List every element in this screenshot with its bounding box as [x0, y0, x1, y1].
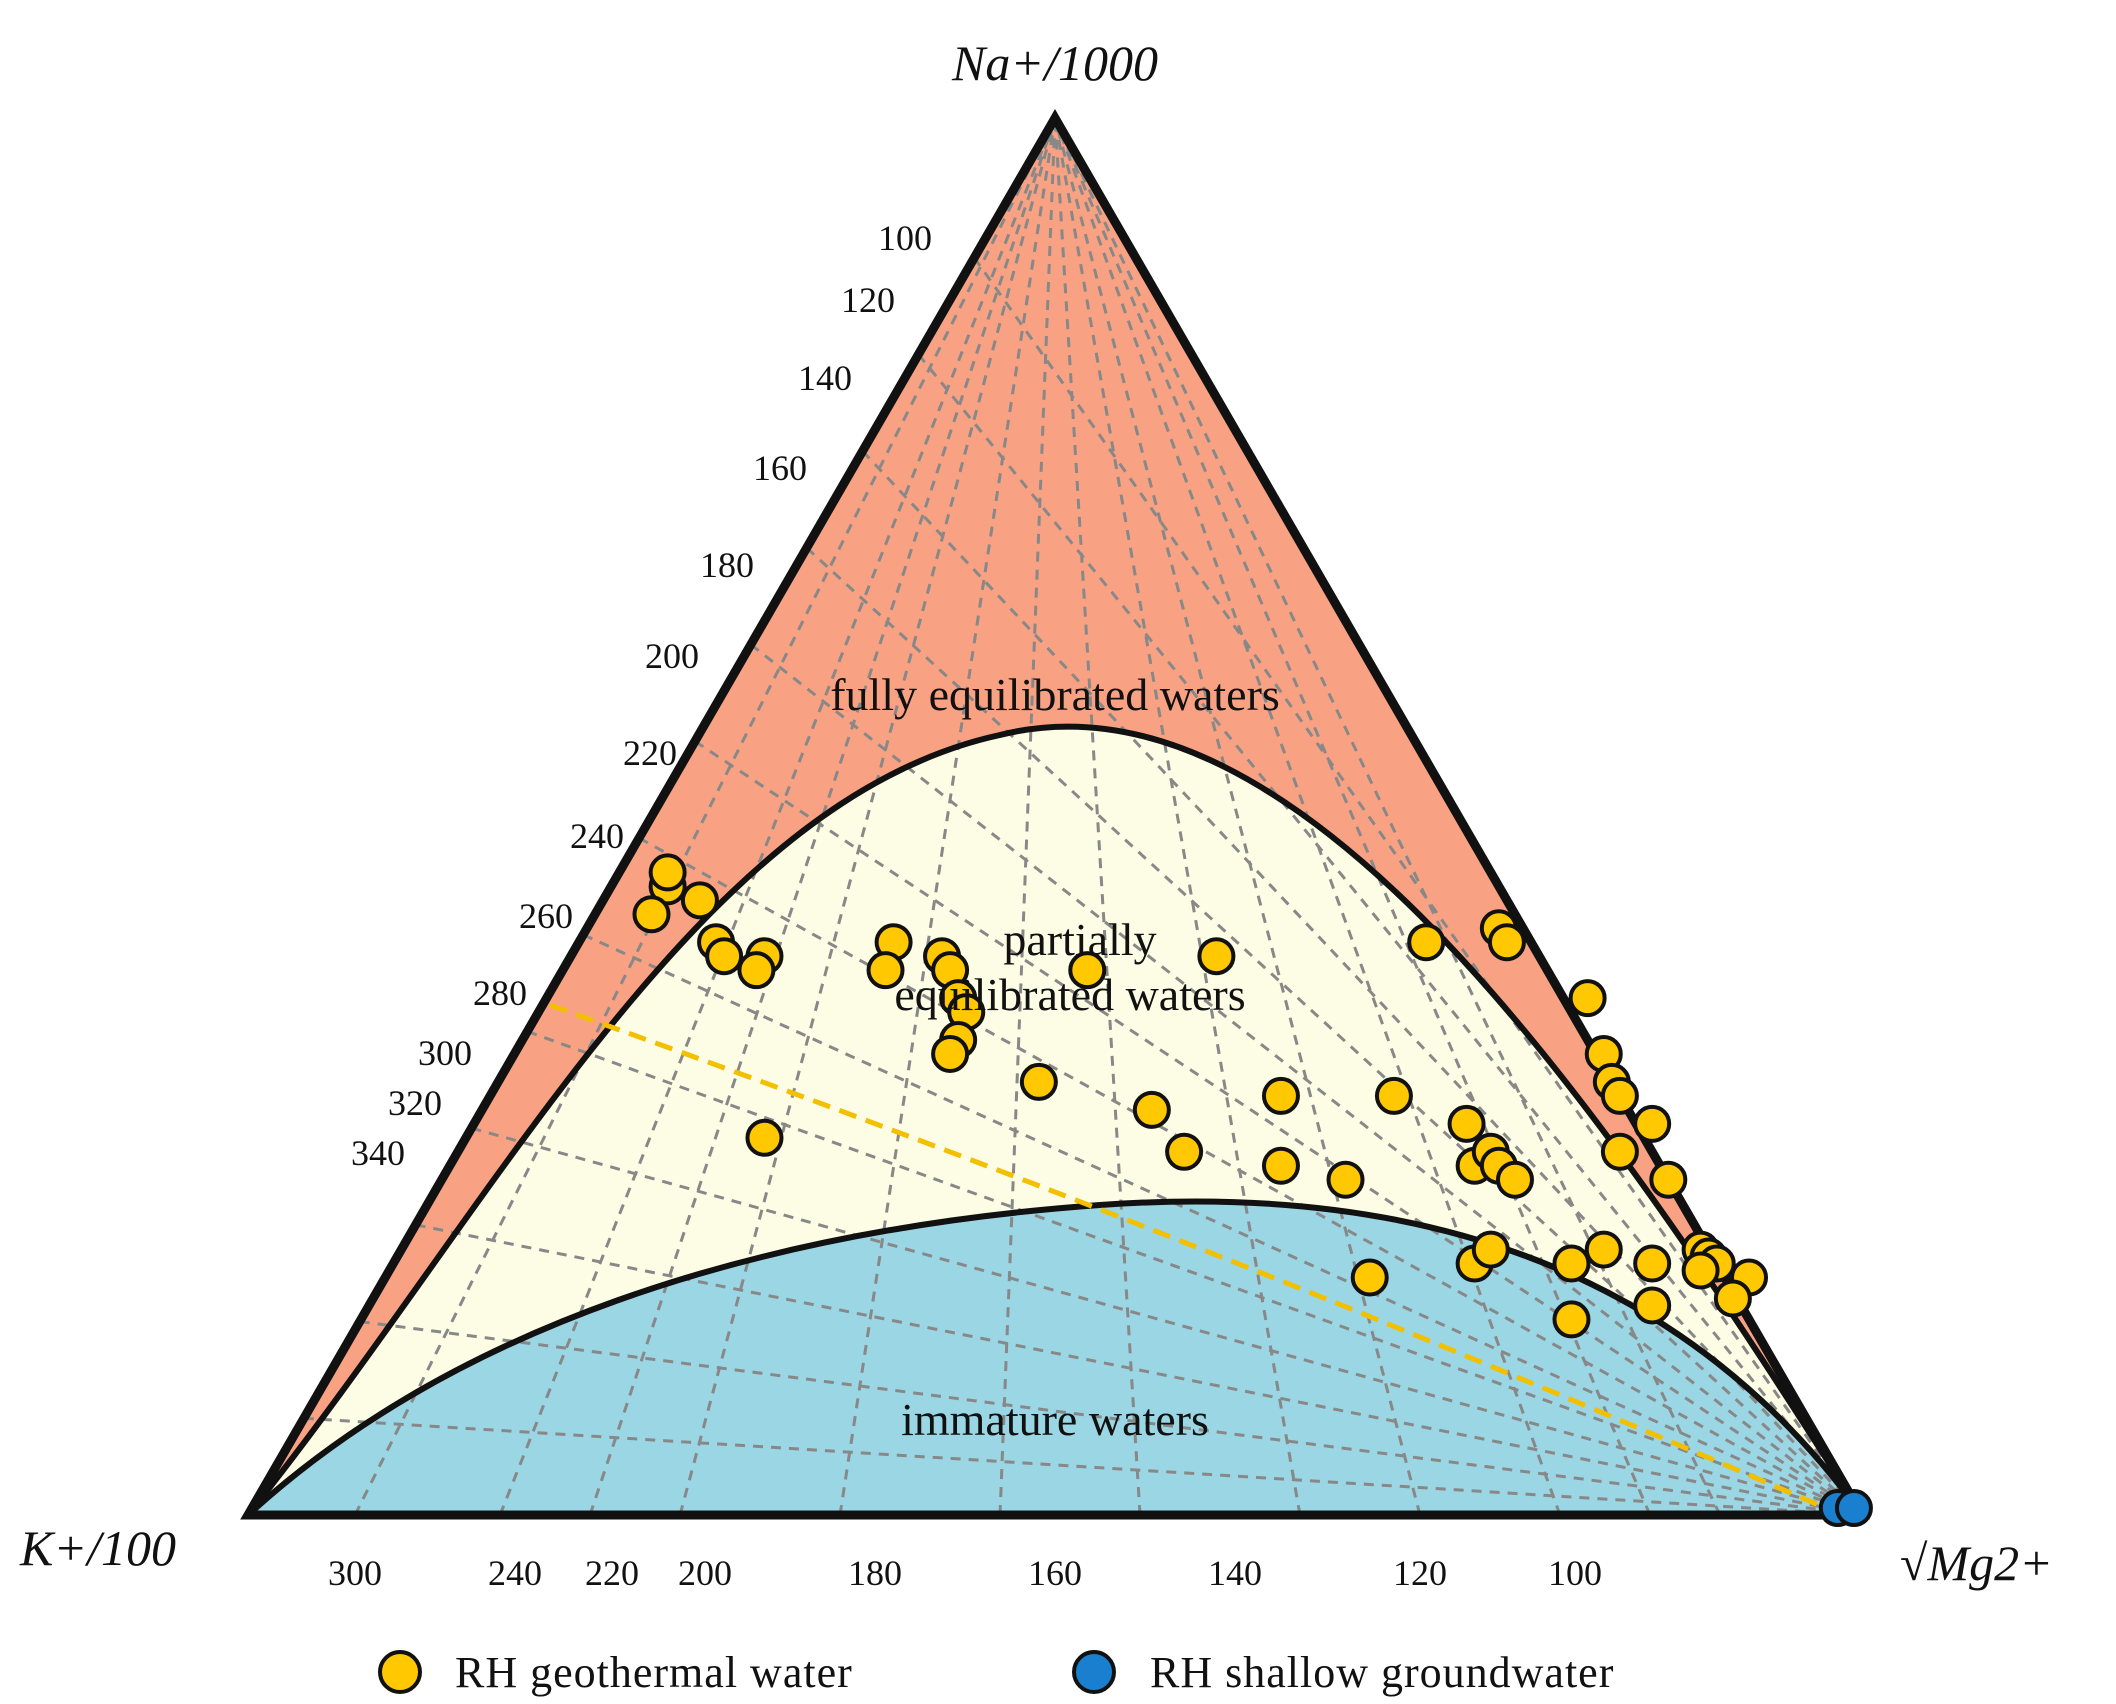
- geothermal-water-point: [1633, 1286, 1672, 1325]
- bottom-tick-label: 220: [585, 1553, 639, 1593]
- ternary-triangle-outline: [240, 109, 1870, 1520]
- isotherm-line-k-mg: [1053, 118, 1722, 1515]
- isotherm-line-k-mg: [1053, 118, 1652, 1515]
- left-tick-label: 340: [351, 1133, 405, 1173]
- legend-marker-geothermal: [378, 1650, 422, 1694]
- bottom-tick-label: 140: [1208, 1553, 1262, 1593]
- left-tick-label: 120: [841, 280, 895, 320]
- geothermal-water-point: [1019, 1062, 1058, 1101]
- immature-boundary-curve: [245, 1198, 1865, 1518]
- geothermal-water-point: [1713, 1279, 1752, 1318]
- geothermal-water-point: [1552, 1300, 1591, 1339]
- isotherm-line-k-mg: [838, 118, 1057, 1515]
- geothermal-water-point: [1487, 923, 1526, 962]
- left-tick-label: 300: [418, 1033, 472, 1073]
- geothermal-water-point: [1261, 1076, 1300, 1115]
- bottom-tick-label: 100: [1548, 1553, 1602, 1593]
- isotherm-lines: [248, 118, 1862, 1515]
- shallow-groundwater-point: [1834, 1489, 1873, 1528]
- geothermal-water-point: [866, 951, 905, 990]
- geothermal-water-point: [1568, 979, 1607, 1018]
- geothermal-points: [632, 853, 1769, 1339]
- legend-marker-groundwater: [1072, 1650, 1116, 1694]
- legend-label-geothermal: RH geothermal water: [455, 1648, 853, 1697]
- geothermal-water-point: [1068, 951, 1107, 990]
- left-tick-label: 140: [798, 358, 852, 398]
- geothermal-water-point: [680, 881, 719, 920]
- geothermal-water-point: [1552, 1244, 1591, 1283]
- geothermal-water-point: [1261, 1146, 1300, 1185]
- geothermal-water-point: [1600, 1132, 1639, 1171]
- geothermal-water-point: [1407, 923, 1446, 962]
- region-label-immature: immature waters: [901, 1394, 1209, 1445]
- geothermal-water-point: [1326, 1160, 1365, 1199]
- geothermal-water-point: [1495, 1160, 1534, 1199]
- geothermal-water-point: [1649, 1160, 1688, 1199]
- geothermal-water-point: [1584, 1230, 1623, 1269]
- geothermal-water-point: [648, 853, 687, 892]
- isotherm-line-k-mg: [678, 118, 1057, 1515]
- apex-label-top: Na+/1000: [951, 35, 1158, 91]
- bottom-tick-label: 120: [1393, 1553, 1447, 1593]
- region-immature: [248, 1201, 1862, 1515]
- geothermal-water-point: [737, 951, 776, 990]
- bottom-edge-ticks: 300 240 220 200 180 160 140 120 100: [328, 1553, 1602, 1593]
- left-tick-label: 320: [388, 1083, 442, 1123]
- geothermal-water-point: [1447, 1104, 1486, 1143]
- isotherm-line-k-mg: [1053, 118, 1302, 1515]
- isotherm-line-na-k: [526, 1030, 1862, 1515]
- isotherm-line-na-k: [415, 1223, 1862, 1515]
- isotherm-line-na-k: [471, 1126, 1862, 1515]
- isotherm-line-na-k: [973, 256, 1862, 1515]
- geothermal-water-point: [1471, 1230, 1510, 1269]
- isotherm-line-na-k: [582, 933, 1862, 1515]
- isotherm-line-k-mg: [588, 118, 1057, 1515]
- geothermal-water-point: [931, 1034, 970, 1073]
- isotherm-line-na-k: [917, 353, 1862, 1515]
- left-tick-label: 260: [519, 896, 573, 936]
- left-tick-label: 180: [700, 545, 754, 585]
- legend-label-groundwater: RH shallow groundwater: [1150, 1648, 1614, 1697]
- legend: RH geothermal water RH shallow groundwat…: [378, 1648, 1614, 1697]
- region-label-partially: partially equilibrated waters: [894, 914, 1245, 1020]
- geothermal-water-point: [1633, 1104, 1672, 1143]
- full-equilibrium-curve: [245, 723, 1865, 1517]
- geothermal-water-point: [1374, 1076, 1413, 1115]
- isotherm-line-na-k: [303, 1416, 1862, 1515]
- isotherm-line-k-mg: [353, 118, 1057, 1515]
- left-tick-label: 280: [473, 973, 527, 1013]
- bottom-tick-label: 300: [328, 1553, 382, 1593]
- isotherm-line-na-k: [861, 450, 1862, 1515]
- bottom-tick-label: 180: [848, 1553, 902, 1593]
- left-tick-label: 220: [623, 733, 677, 773]
- geothermal-water-point: [1633, 1244, 1672, 1283]
- groundwater-points: [1818, 1489, 1873, 1528]
- bottom-tick-label: 240: [488, 1553, 542, 1593]
- geothermal-water-point: [1681, 1251, 1720, 1290]
- bottom-tick-label: 200: [678, 1553, 732, 1593]
- geothermal-water-point: [1165, 1132, 1204, 1171]
- left-tick-label: 240: [570, 816, 624, 856]
- isotherm-line-na-k: [805, 546, 1862, 1515]
- apex-label-left: K+/100: [19, 1520, 176, 1576]
- isotherm-line-na-k: [749, 643, 1862, 1515]
- geothermal-water-point: [632, 895, 671, 934]
- apex-label-right: √Mg2+: [1900, 1535, 2053, 1591]
- geothermal-water-point: [1350, 1258, 1389, 1297]
- left-tick-label: 160: [753, 448, 807, 488]
- left-tick-label: 100: [878, 218, 932, 258]
- geothermal-water-point: [705, 937, 744, 976]
- geothermal-water-point: [1600, 1076, 1639, 1115]
- region-label-fully: fully equilibrated waters: [830, 669, 1280, 720]
- geothermal-water-point: [1132, 1090, 1171, 1129]
- trend-line: [549, 1002, 1831, 1513]
- bottom-tick-label: 160: [1028, 1553, 1082, 1593]
- geothermal-water-point: [1197, 937, 1236, 976]
- left-tick-label: 200: [645, 636, 699, 676]
- geothermal-water-point: [745, 1118, 784, 1157]
- isotherm-line-na-k: [359, 1320, 1862, 1515]
